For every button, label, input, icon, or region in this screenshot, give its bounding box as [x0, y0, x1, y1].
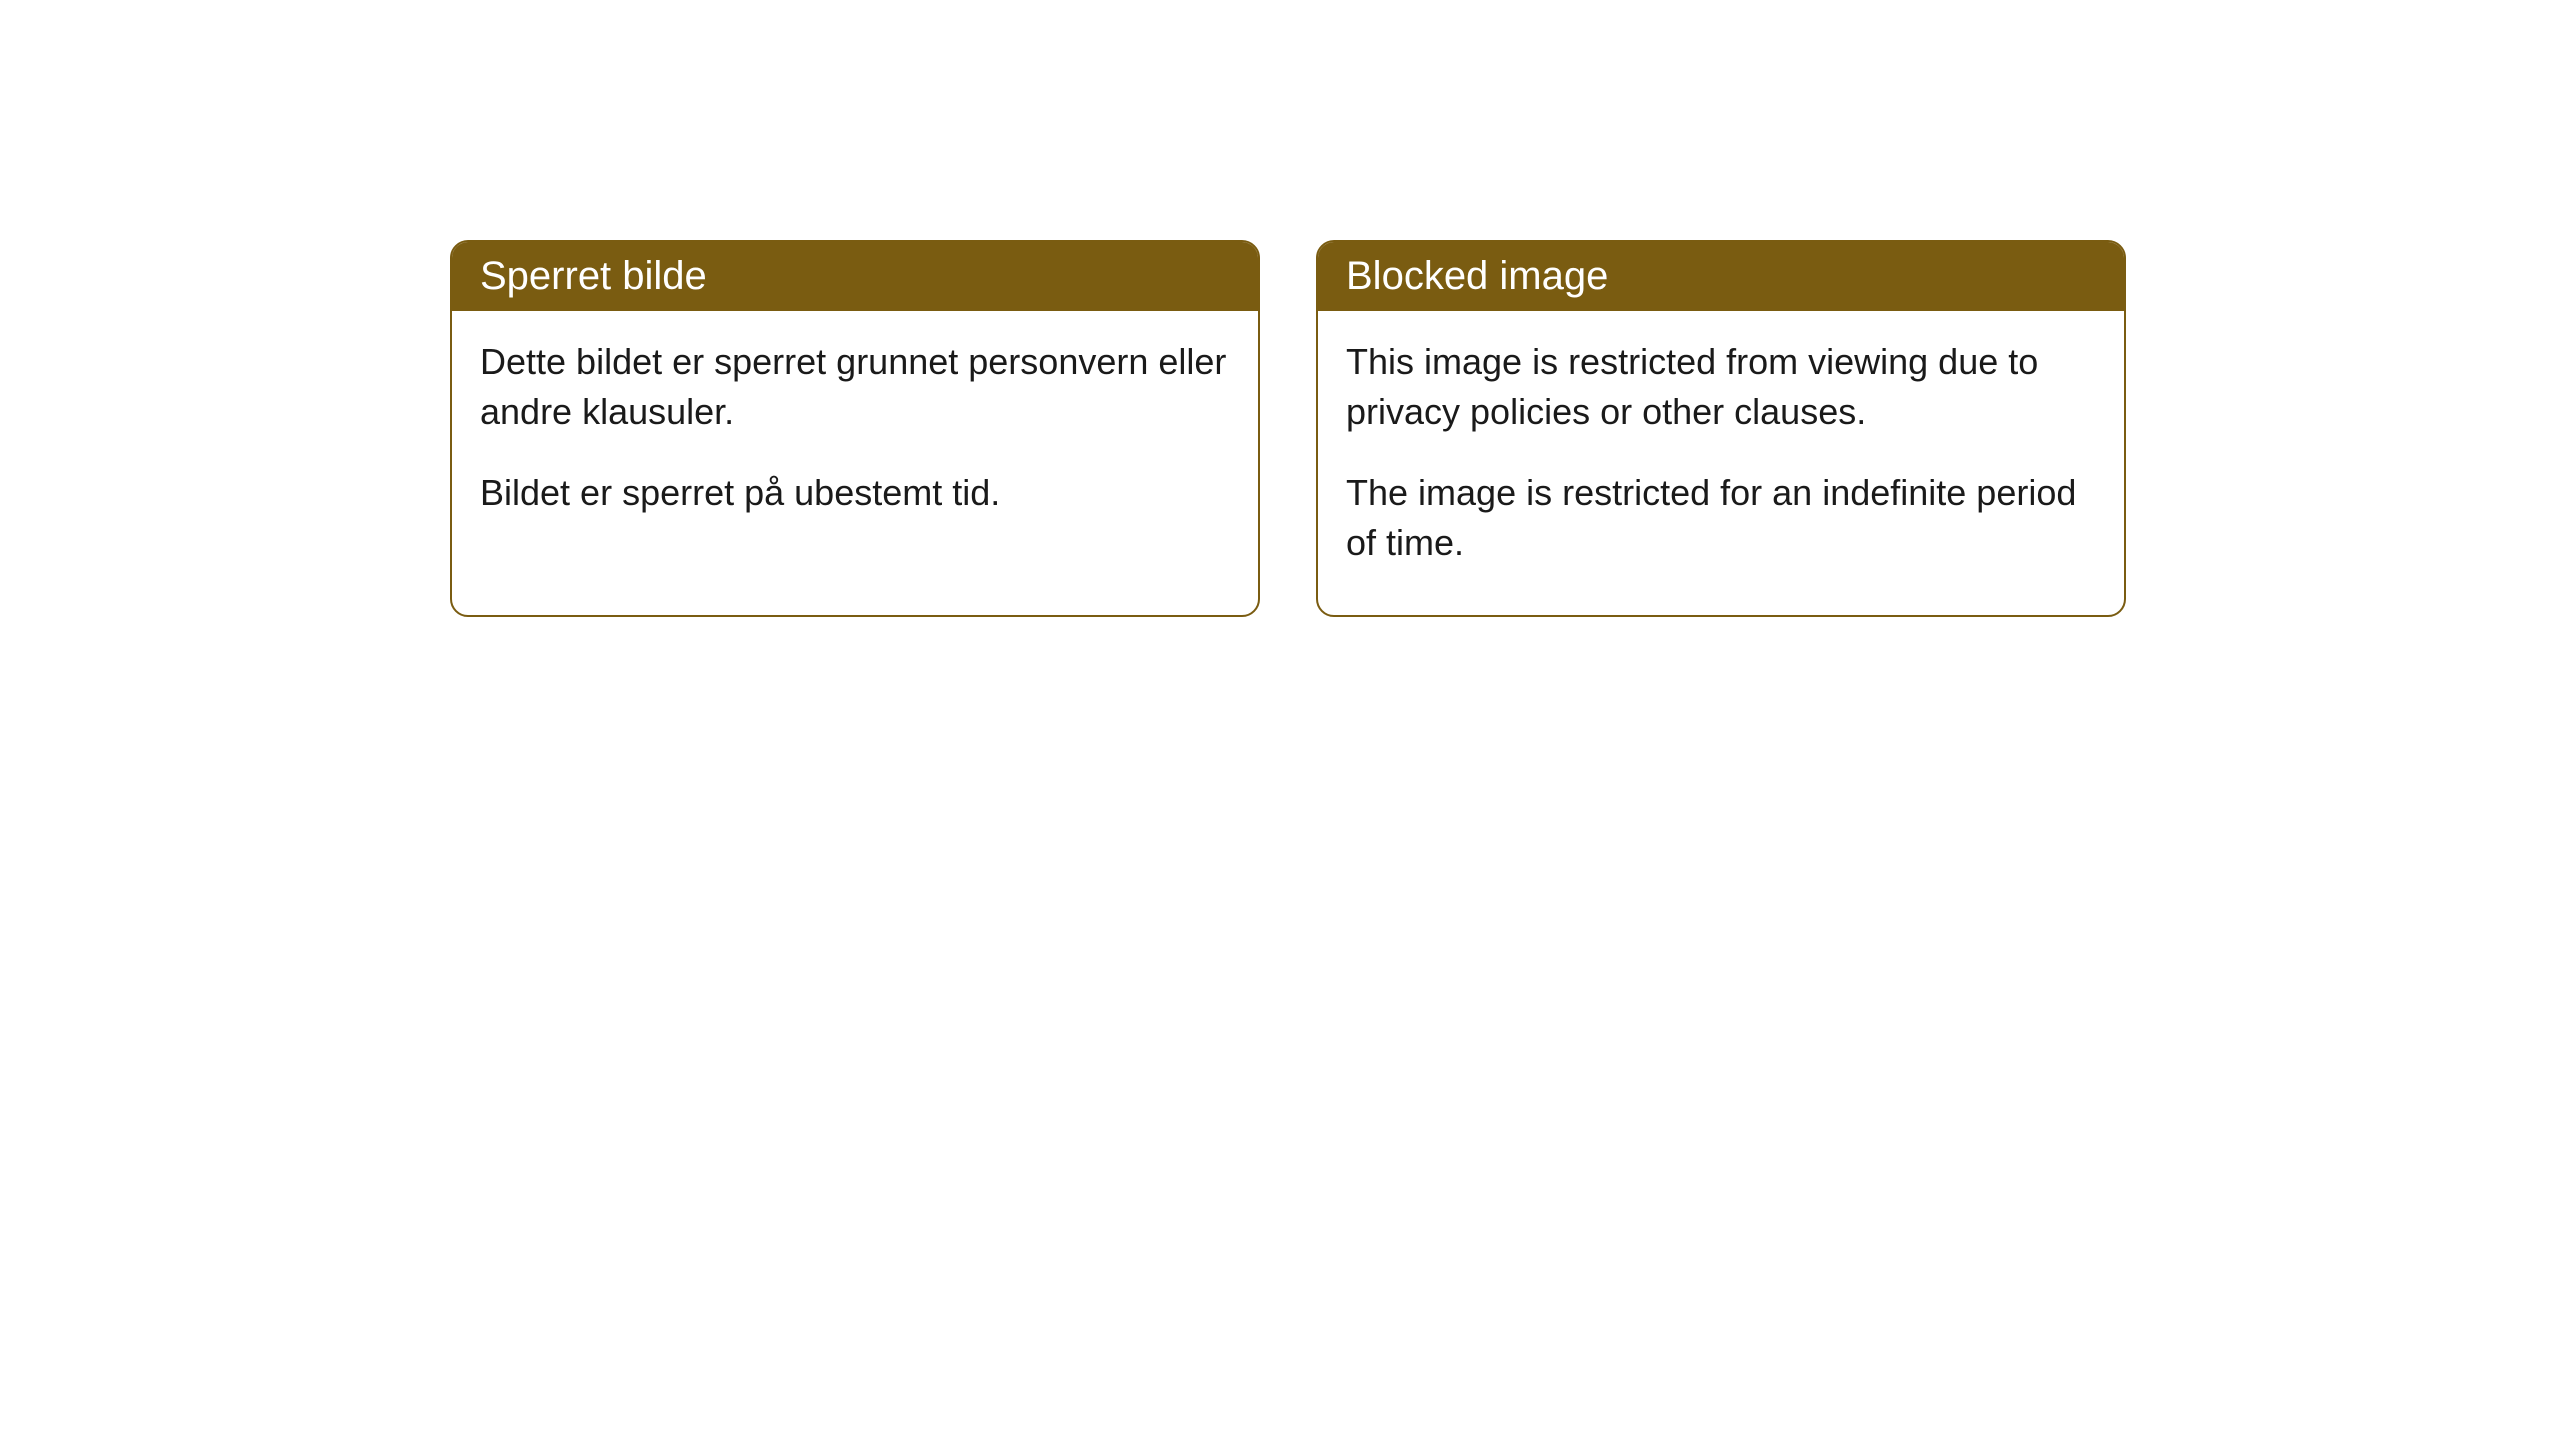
card-body: Dette bildet er sperret grunnet personve…	[452, 311, 1258, 564]
card-paragraph-1: This image is restricted from viewing du…	[1346, 337, 2096, 438]
card-paragraph-1: Dette bildet er sperret grunnet personve…	[480, 337, 1230, 438]
card-body: This image is restricted from viewing du…	[1318, 311, 2124, 615]
card-header: Sperret bilde	[452, 242, 1258, 311]
cards-container: Sperret bilde Dette bildet er sperret gr…	[450, 240, 2126, 617]
card-blocked-norwegian: Sperret bilde Dette bildet er sperret gr…	[450, 240, 1260, 617]
card-title: Sperret bilde	[480, 254, 707, 298]
card-paragraph-2: Bildet er sperret på ubestemt tid.	[480, 468, 1230, 518]
card-blocked-english: Blocked image This image is restricted f…	[1316, 240, 2126, 617]
card-title: Blocked image	[1346, 254, 1608, 298]
card-header: Blocked image	[1318, 242, 2124, 311]
card-paragraph-2: The image is restricted for an indefinit…	[1346, 468, 2096, 569]
